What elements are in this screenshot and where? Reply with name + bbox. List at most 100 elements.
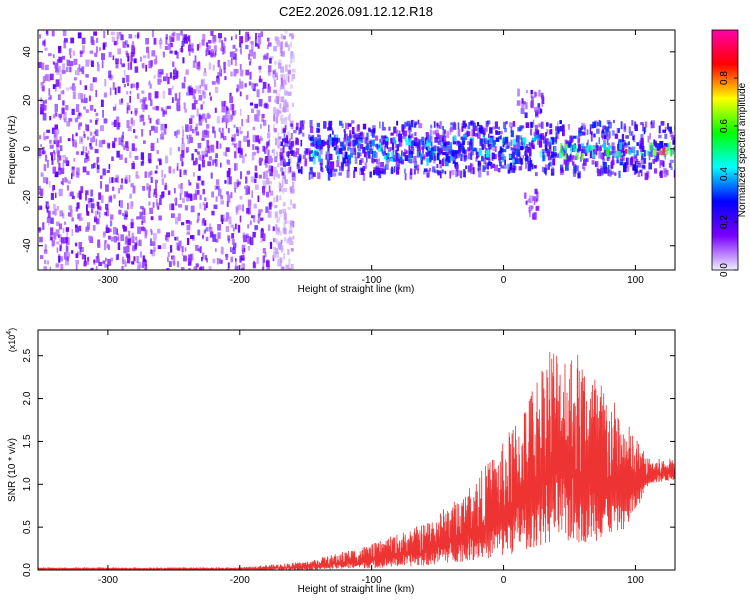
spectrogram-cell (193, 172, 195, 177)
spectrogram-cell (42, 222, 45, 230)
spectrogram-cell (68, 48, 72, 56)
spectrogram-cell (75, 226, 79, 233)
spectrogram-cell (513, 144, 517, 151)
colorbar-tick-label: 0.6 (719, 119, 730, 133)
spectrogram-cell (174, 236, 177, 241)
spectrogram-cell (353, 170, 356, 178)
spectrogram-cell (555, 132, 558, 140)
spectrogram-cell (598, 137, 601, 144)
spectrogram-cell (482, 135, 485, 144)
spectrogram-cell (110, 236, 115, 242)
spectrogram-cell (283, 158, 286, 166)
spectrogram-cell (222, 45, 226, 54)
spectrogram-cell (554, 137, 557, 143)
spectrogram-cell (410, 146, 415, 150)
spectrogram-cell (80, 99, 84, 103)
spectrogram-cell (378, 162, 382, 171)
spectrogram-cell (273, 79, 277, 88)
spectrogram-cell (281, 97, 284, 101)
spectrogram-cell (527, 160, 531, 164)
spectrogram-cell (618, 170, 621, 178)
spectrogram-cell (74, 224, 78, 228)
spectrogram-cell (58, 163, 61, 171)
spectrogram-cell (268, 155, 273, 164)
spectrogram-cell (570, 155, 574, 163)
spectrogram-cell (321, 168, 324, 173)
spectrogram-cell (149, 170, 153, 176)
spectrogram-cell (460, 145, 465, 152)
spectrogram-cell (191, 103, 196, 110)
spectrogram-cell (441, 169, 444, 174)
spectrogram-cell (419, 152, 423, 160)
spectrogram-cell (160, 107, 164, 112)
spectrogram-cell (619, 155, 623, 161)
spectrogram-cell (139, 116, 142, 123)
spectrogram-cell (68, 118, 73, 122)
spectrogram-cell (254, 225, 259, 230)
spectrogram-cell (188, 268, 191, 270)
spectrogram-cell (83, 134, 86, 138)
spectrogram-cell (240, 148, 243, 155)
spectrogram-cell (335, 145, 339, 152)
spectrogram-cell (437, 146, 440, 152)
spectrogram-cell (159, 198, 162, 206)
spectrogram-cell (72, 139, 75, 147)
spectrogram-cell (642, 124, 645, 132)
spectrogram-cell (171, 213, 175, 218)
spectrogram-cell (339, 147, 342, 153)
spectrogram-cell (450, 126, 454, 132)
spectrogram-cell (223, 61, 226, 70)
spectrogram-cell (531, 137, 536, 142)
spectrogram-cell (181, 267, 185, 270)
spectrogram-cell (117, 86, 121, 94)
spectrogram-cell (338, 120, 343, 126)
spectrogram-cell (422, 148, 424, 154)
spectrogram-cell (358, 139, 362, 145)
spectrogram-cell (131, 45, 135, 53)
spectrogram-cell (589, 124, 594, 129)
spectrogram-cell (124, 261, 127, 267)
spectrogram-cell (360, 131, 363, 136)
spectrogram-cell (89, 131, 93, 136)
spectrogram-cell (273, 246, 276, 250)
spectrogram-cell (223, 135, 227, 141)
spectrogram-cell (279, 195, 282, 201)
spectrogram-cell (40, 84, 43, 89)
spectrogram-cell (489, 127, 493, 134)
spectrogram-cell (556, 132, 560, 139)
spectrogram-cell (530, 89, 533, 94)
spectrogram-cell (149, 207, 153, 214)
spectrogram-cell (225, 107, 228, 116)
spectrogram-cell (442, 145, 446, 149)
spectrogram-cell (476, 151, 480, 158)
spectrogram-cell (142, 107, 145, 112)
spectrogram-cell (328, 153, 333, 160)
spectrogram-cell (606, 133, 610, 140)
spectrogram-cell (609, 131, 611, 139)
spectrogram-cell (404, 121, 407, 129)
spectrogram-cell (186, 231, 191, 235)
spectrogram-cell (569, 135, 573, 143)
spectrogram-cell (488, 133, 490, 139)
spectrogram-cell (163, 76, 167, 82)
spectrogram-cell (352, 132, 356, 138)
spectrogram-cell (248, 61, 252, 66)
spectrogram-cell (429, 129, 432, 135)
spectrogram-cell (189, 125, 193, 132)
spectrogram-cell (362, 147, 365, 152)
spectrogram-cell (70, 37, 75, 44)
spectrogram-cell (55, 263, 59, 268)
spectrogram-cell (71, 108, 75, 115)
spectrogram-cell (142, 255, 145, 262)
spectrogram-frame (37, 29, 676, 271)
spectrogram-cell (561, 124, 565, 132)
spectrogram-cell (91, 164, 94, 169)
spectrogram-cell (297, 169, 301, 173)
spectrogram-cell (470, 163, 474, 170)
spectrogram-cell (148, 80, 151, 84)
spectrogram-cell (137, 265, 141, 270)
spectrogram-cell (177, 146, 180, 152)
spectrogram-cell (578, 130, 582, 137)
spectrogram-cell (212, 159, 215, 166)
